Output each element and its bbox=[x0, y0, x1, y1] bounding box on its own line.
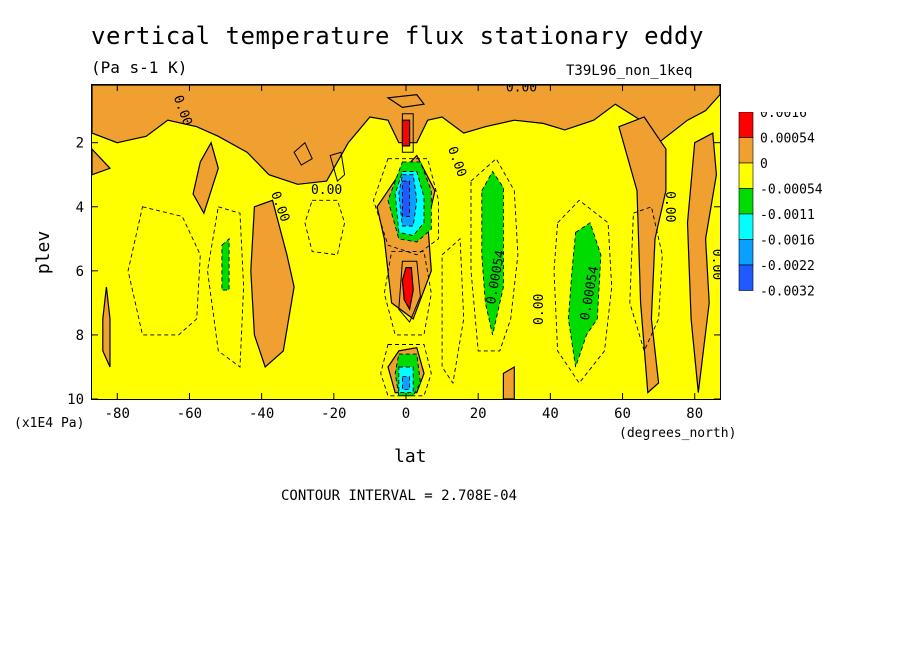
positive-contour-line-1 bbox=[329, 151, 346, 183]
x-tick-label-8: 80 bbox=[686, 406, 703, 422]
run-label: T39L96_non_1keq bbox=[566, 63, 693, 79]
contour-region-orange-2 bbox=[192, 141, 219, 215]
contour-region-orange-10 bbox=[386, 93, 426, 109]
legend-label-0: 0.0016 bbox=[760, 112, 807, 121]
contour-region-orange-1 bbox=[92, 148, 112, 176]
negative-contour-line-0 bbox=[127, 206, 201, 336]
positive-contour-line-3 bbox=[401, 113, 414, 153]
contour-region-blue-20 bbox=[401, 180, 411, 217]
contour-region-red-21 bbox=[401, 267, 414, 312]
contour-region-orange-4 bbox=[102, 286, 111, 368]
x-axis-units: (degrees_north) bbox=[619, 426, 737, 441]
y-tick-label-2: 6 bbox=[76, 264, 84, 280]
chart-title: vertical temperature flux stationary edd… bbox=[91, 22, 704, 50]
x-tick-label-3: -20 bbox=[321, 406, 346, 422]
legend-swatch-2 bbox=[738, 162, 754, 189]
contour-label-1: 0.00 bbox=[506, 85, 537, 96]
contour-region-orange-3 bbox=[250, 199, 295, 369]
positive-contour-line-2 bbox=[398, 260, 421, 324]
contour-region-orange-9 bbox=[502, 365, 515, 399]
legend-label-2: 0 bbox=[760, 157, 768, 172]
y-axis-units: (x1E4 Pa) bbox=[14, 416, 85, 431]
legend-label-4: -0.0011 bbox=[760, 208, 815, 223]
contour-label-8: 0.00 bbox=[662, 191, 677, 222]
contour-region-lightblue-19 bbox=[401, 376, 411, 390]
x-tick-label-1: -60 bbox=[177, 406, 202, 422]
plot-area: 0.00 0.00 0.00 0.00 0.00 0.00054 0.00 0.00054 0.… bbox=[91, 84, 721, 400]
x-tick-label-7: 60 bbox=[614, 406, 631, 422]
negative-contour-line-1 bbox=[207, 206, 245, 368]
negative-contour-line-6 bbox=[470, 157, 519, 352]
negative-contour-line-8 bbox=[629, 206, 663, 353]
contour-region-orange-5 bbox=[618, 116, 667, 394]
negative-contour-line-9 bbox=[441, 237, 465, 385]
y-axis-label: plev bbox=[33, 230, 55, 275]
contour-label-9: 0.00 bbox=[709, 249, 720, 280]
y-tick-label-3: 8 bbox=[76, 328, 84, 344]
negative-contour-line-3 bbox=[373, 158, 439, 256]
x-tick-label-0: -80 bbox=[105, 406, 130, 422]
contour-region-green-14 bbox=[567, 222, 602, 368]
x-axis-label: lat bbox=[394, 446, 427, 467]
contour-region-green-15 bbox=[221, 237, 230, 291]
legend-label-7: -0.0032 bbox=[760, 285, 815, 300]
legend-label-3: -0.00054 bbox=[760, 183, 823, 198]
contour-region-orange-6 bbox=[686, 132, 718, 393]
y-tick-label-0: 2 bbox=[76, 136, 84, 152]
legend-swatch-3 bbox=[738, 188, 754, 215]
color-legend: 0.0016 0.00054 0 -0.00054 -0.0011 -0.0016 -0.0… bbox=[738, 112, 823, 300]
legend-swatch-5 bbox=[738, 239, 754, 266]
legend-label-5: -0.0016 bbox=[760, 234, 815, 249]
negative-contour-line-7 bbox=[553, 199, 613, 384]
negative-contour-line-2 bbox=[304, 199, 346, 256]
x-tick-label-2: -40 bbox=[249, 406, 274, 422]
contour-region-green-13 bbox=[481, 170, 504, 335]
x-tick-label-5: 20 bbox=[470, 406, 487, 422]
legend-swatch-4 bbox=[738, 213, 754, 240]
legend-swatch-0 bbox=[738, 112, 754, 138]
legend-label-6: -0.0022 bbox=[760, 259, 815, 274]
legend-swatch-1 bbox=[738, 137, 754, 164]
chart-units: (Pa s-1 K) bbox=[91, 58, 188, 77]
x-tick-label-4: 0 bbox=[402, 406, 410, 422]
legend-swatch-6 bbox=[738, 264, 754, 291]
y-tick-label-4: 10 bbox=[67, 392, 84, 408]
negative-contour-line-4 bbox=[380, 344, 432, 397]
positive-contour-line-0 bbox=[293, 141, 313, 166]
y-tick-label-1: 4 bbox=[76, 200, 84, 216]
contour-label-3: 0.00 bbox=[311, 183, 342, 198]
legend-label-1: 0.00054 bbox=[760, 132, 815, 147]
x-tick-label-6: 40 bbox=[542, 406, 559, 422]
contour-label-6: 0.00 bbox=[532, 294, 547, 325]
contour-interval: CONTOUR INTERVAL = 2.708E-04 bbox=[281, 488, 518, 504]
